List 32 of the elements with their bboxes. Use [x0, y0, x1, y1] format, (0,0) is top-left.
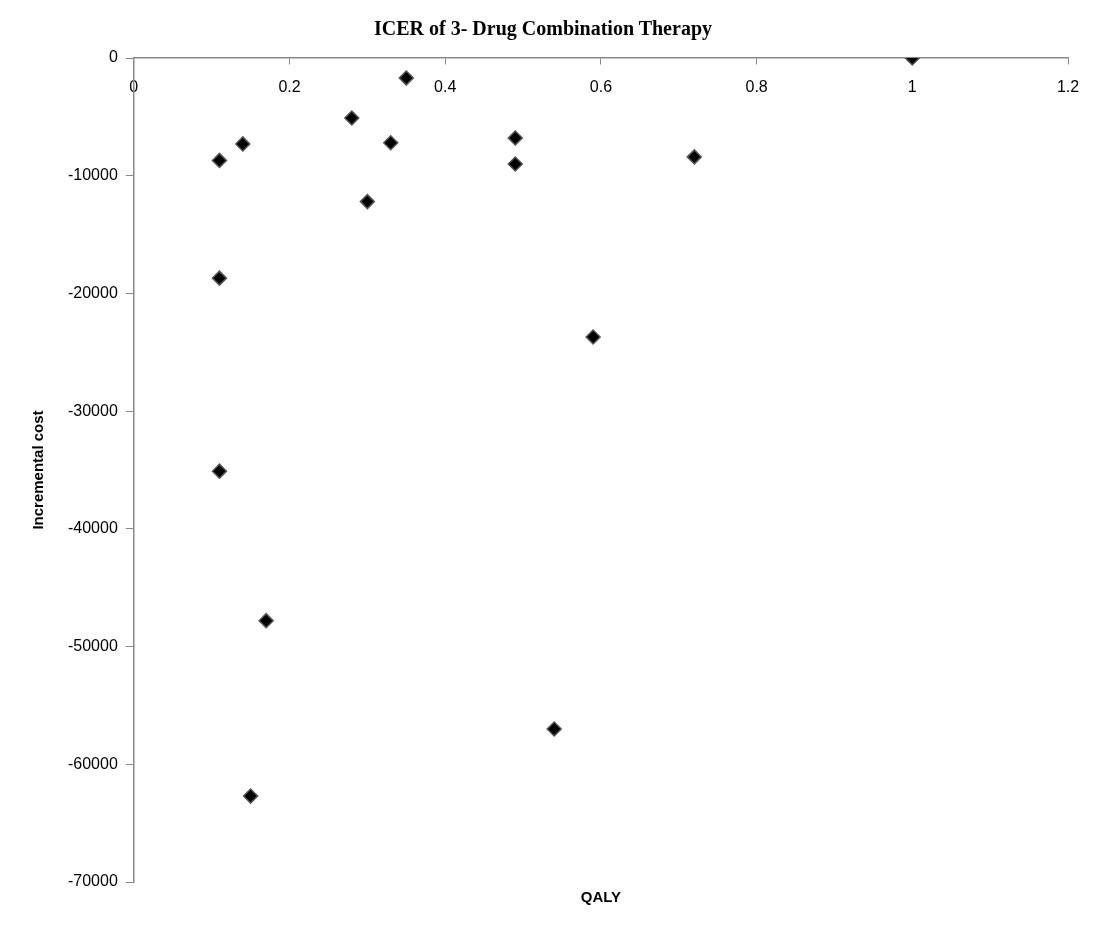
chart-title: ICER of 3- Drug Combination Therapy: [374, 17, 712, 41]
y-tick-label: -60000: [67, 754, 118, 772]
point: [344, 110, 360, 126]
x-tick-label: 0.6: [589, 78, 613, 96]
point: [686, 149, 703, 165]
y-tick-label: -30000: [67, 401, 118, 419]
point: [211, 152, 228, 169]
y-tick-label: -40000: [67, 519, 118, 537]
point: [211, 270, 228, 286]
y-tick-label: -10000: [67, 166, 118, 184]
y-axis-title: Incremental cost: [29, 410, 47, 530]
point: [546, 721, 562, 737]
x-tick-label: 0.2: [278, 78, 301, 96]
x-tick-label: 1.2: [1056, 78, 1080, 96]
point: [235, 136, 251, 152]
point: [585, 329, 601, 345]
x-tick-label: 0.8: [745, 78, 768, 96]
point: [258, 612, 274, 629]
point: [359, 193, 376, 210]
point: [242, 788, 259, 804]
point: [507, 130, 524, 146]
x-tick-label: 1: [907, 78, 917, 96]
y-tick-label: -70000: [67, 872, 118, 890]
y-tick-label: -20000: [67, 283, 118, 301]
x-axis-title: QALY: [580, 887, 622, 905]
x-tick-label: 0.4: [434, 78, 457, 96]
y-tick-label: -50000: [67, 636, 118, 654]
point: [398, 70, 415, 86]
point: [211, 463, 228, 479]
point: [382, 135, 399, 151]
y-tick-label: 0: [108, 48, 118, 66]
point: [507, 156, 524, 172]
